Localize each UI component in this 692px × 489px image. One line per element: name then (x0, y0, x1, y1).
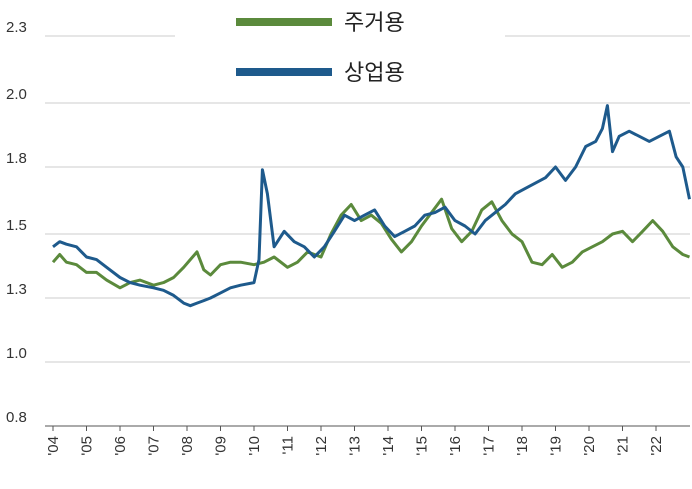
x-tick-label: '10 (246, 436, 263, 456)
y-tick-label: 1.0 (6, 345, 27, 362)
x-tick-label: '21 (615, 436, 632, 456)
x-tick-label: '04 (45, 436, 62, 456)
series-lines (51, 104, 691, 308)
y-tick-label: 1.3 (6, 281, 27, 298)
y-tick-label: 2.0 (6, 86, 27, 103)
y-tick-label: 2.3 (6, 19, 27, 36)
grid-lines (45, 35, 690, 427)
x-tick-label: '22 (648, 436, 665, 456)
x-tick-label: '15 (414, 436, 431, 456)
legend-swatch (236, 68, 332, 76)
x-axis-ticks: '04 '05 '06 '07 '08 '09 '10 '11 '12 '13 '14 '15 '16 '… (45, 426, 665, 456)
x-tick-label: '09 (213, 436, 230, 456)
x-tick-label: '08 (179, 436, 196, 456)
x-tick-label: '07 (146, 436, 163, 456)
legend-label: 상업용 (344, 61, 405, 86)
x-tick-label: '05 (79, 436, 96, 456)
x-tick-label: '11 (280, 436, 297, 454)
legend-swatch (236, 18, 332, 26)
x-tick-label: '17 (481, 436, 498, 456)
x-tick-label: '16 (447, 436, 464, 456)
x-tick-label: '13 (347, 436, 364, 456)
x-tick-label: '12 (313, 436, 330, 456)
x-tick-label: '14 (380, 436, 397, 456)
x-tick-label: '19 (548, 436, 565, 456)
y-tick-label: 1.8 (6, 150, 27, 167)
x-tick-label: '06 (112, 436, 129, 456)
y-tick-label: 1.5 (6, 217, 27, 234)
x-tick-label: '20 (581, 436, 598, 456)
series-line-주거용 (51, 197, 691, 290)
series-line-상업용 (52, 104, 691, 308)
y-tick-label: 0.8 (6, 409, 27, 426)
legend-label: 주거용 (344, 11, 405, 36)
y-axis-ticks: 0.8 1.0 1.3 1.5 1.8 2.0 2.3 (6, 19, 27, 426)
x-tick-label: '18 (514, 436, 531, 456)
